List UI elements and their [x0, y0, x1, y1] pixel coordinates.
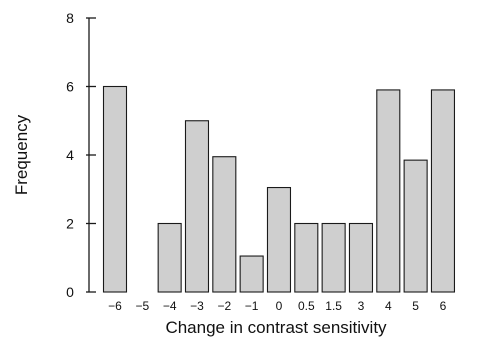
x-tick-label: −4: [163, 299, 177, 313]
y-tick-label: 8: [66, 10, 74, 26]
y-axis-label: Frequency: [12, 114, 31, 195]
y-axis: 0 2 4 6 8: [66, 10, 96, 300]
bar: [266, 186, 292, 293]
bar: [403, 159, 428, 293]
y-tick-label: 2: [66, 216, 74, 232]
x-tick-label: −2: [217, 299, 231, 313]
bar: [321, 222, 346, 293]
x-tick-label: 0: [276, 299, 283, 313]
x-tick-label: 5: [412, 299, 419, 313]
bar: [430, 89, 456, 293]
bar: [212, 156, 237, 293]
y-tick-label: 0: [66, 284, 74, 300]
x-tick-label: 1.5: [325, 299, 342, 313]
bar: [294, 222, 319, 293]
bar: [184, 120, 210, 293]
x-tick-labels: −6 −5 −4 −3 −2 −1 0 0.5 1.5 3 4 5 6: [108, 299, 446, 313]
bar: [348, 222, 374, 293]
x-tick-label: −6: [108, 299, 122, 313]
y-tick-label: 6: [66, 79, 74, 95]
bar: [157, 222, 182, 293]
bar: [239, 255, 264, 293]
bar: [102, 85, 128, 293]
x-tick-label: 6: [440, 299, 447, 313]
x-tick-label: −3: [190, 299, 204, 313]
bars: [102, 85, 456, 293]
x-tick-label: −1: [245, 299, 259, 313]
x-tick-label: 3: [358, 299, 365, 313]
bar: [376, 89, 401, 293]
x-tick-label: 4: [385, 299, 392, 313]
x-axis-label: Change in contrast sensitivity: [165, 318, 387, 337]
x-tick-label: −5: [135, 299, 149, 313]
y-tick-label: 4: [66, 147, 74, 163]
x-tick-label: 0.5: [298, 299, 315, 313]
